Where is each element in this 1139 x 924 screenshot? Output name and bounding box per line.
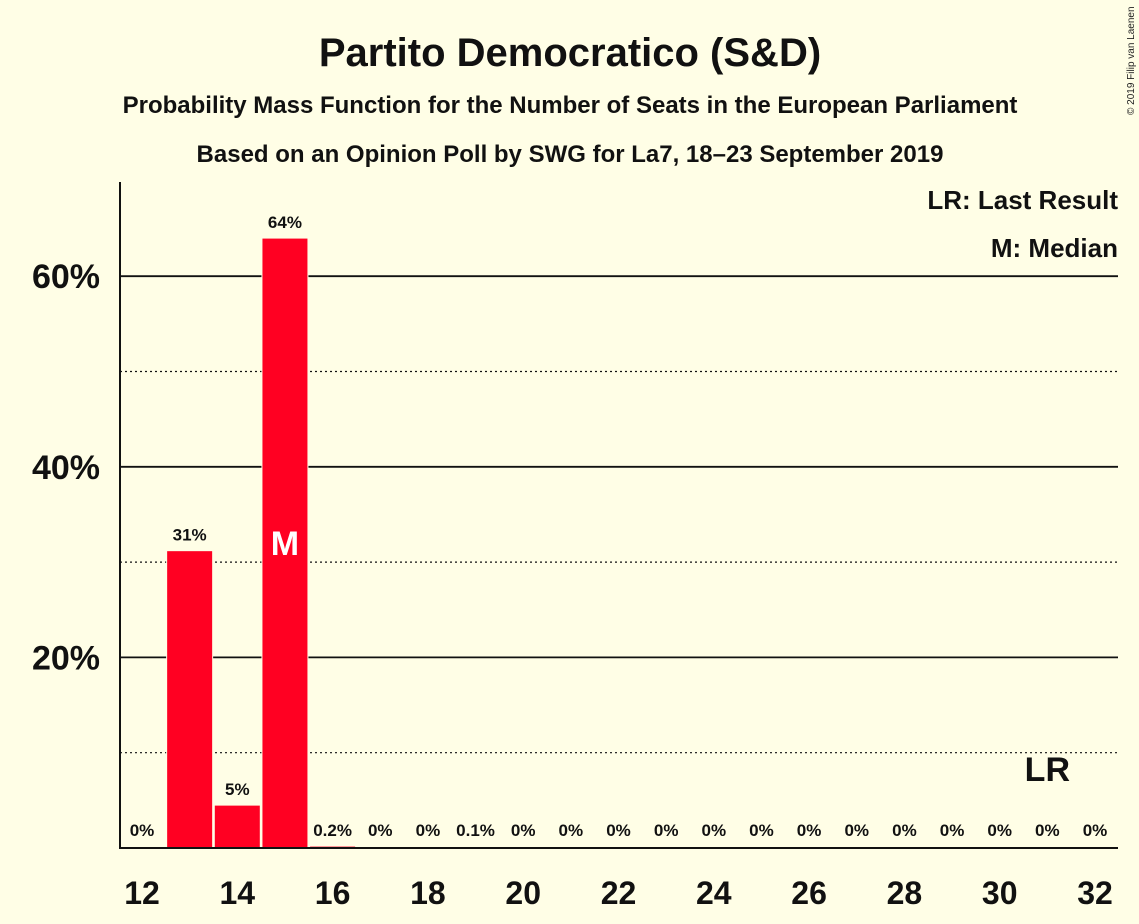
- data-label: 0%: [130, 821, 155, 840]
- x-tick-label: 12: [124, 875, 160, 911]
- x-tick-label: 20: [505, 875, 541, 911]
- last-result-marker: LR: [1025, 751, 1070, 789]
- bar: [261, 237, 309, 849]
- data-label: 0%: [559, 821, 584, 840]
- x-tick-label: 26: [791, 875, 827, 911]
- x-tick-label: 16: [315, 875, 351, 911]
- x-tick-label: 22: [601, 875, 637, 911]
- axes: [119, 182, 1118, 849]
- data-label: 0.2%: [313, 821, 352, 840]
- y-tick-labels: 20% 40% 60%: [32, 258, 100, 677]
- data-label: 0%: [511, 821, 536, 840]
- data-label: 0%: [702, 821, 727, 840]
- legend-median: M: Median: [991, 233, 1118, 263]
- x-tick-label: 32: [1077, 875, 1113, 911]
- chart-subtitle: Probability Mass Function for the Number…: [123, 92, 1018, 119]
- data-label: 0%: [368, 821, 393, 840]
- data-label: 0%: [987, 821, 1012, 840]
- data-labels: 0% 31% 5% 64% 0.2% 0% 0% 0.1% 0% 0% 0% 0% 0% 0% 0% 0% 0%…: [130, 213, 1108, 840]
- median-marker: M: [271, 525, 299, 563]
- y-tick-label: 40%: [32, 449, 100, 487]
- data-label: 0%: [797, 821, 822, 840]
- y-tick-label: 60%: [32, 258, 100, 296]
- copyright-notice: © 2019 Filip van Laenen: [1126, 6, 1137, 115]
- data-label: 0%: [654, 821, 679, 840]
- x-tick-label: 14: [220, 875, 256, 911]
- y-tick-label: 20%: [32, 639, 100, 677]
- x-tick-label: 18: [410, 875, 446, 911]
- data-label: 0%: [416, 821, 441, 840]
- data-label: 0%: [606, 821, 631, 840]
- data-label: 0%: [1035, 821, 1060, 840]
- data-label: 0%: [1083, 821, 1108, 840]
- bar: [213, 804, 261, 849]
- data-label: 0%: [940, 821, 965, 840]
- x-tick-labels: 12 14 16 18 20 22 24 26 28 30 32: [124, 875, 1113, 911]
- chart-title: Partito Democratico (S&D): [319, 31, 821, 75]
- data-label: 31%: [173, 526, 207, 545]
- legend-last-result: LR: Last Result: [927, 185, 1118, 215]
- data-label: 0%: [844, 821, 869, 840]
- data-label: 0%: [749, 821, 774, 840]
- bar: [166, 550, 214, 849]
- bars: [166, 237, 499, 849]
- x-tick-label: 28: [887, 875, 923, 911]
- data-label: 0.1%: [456, 821, 495, 840]
- data-label: 64%: [268, 213, 302, 232]
- chart-subtitle-poll: Based on an Opinion Poll by SWG for La7,…: [197, 141, 944, 168]
- data-label: 0%: [892, 821, 917, 840]
- markers: M LR: [271, 525, 1070, 789]
- data-label: 5%: [225, 780, 250, 799]
- x-tick-label: 30: [982, 875, 1018, 911]
- x-tick-label: 24: [696, 875, 732, 911]
